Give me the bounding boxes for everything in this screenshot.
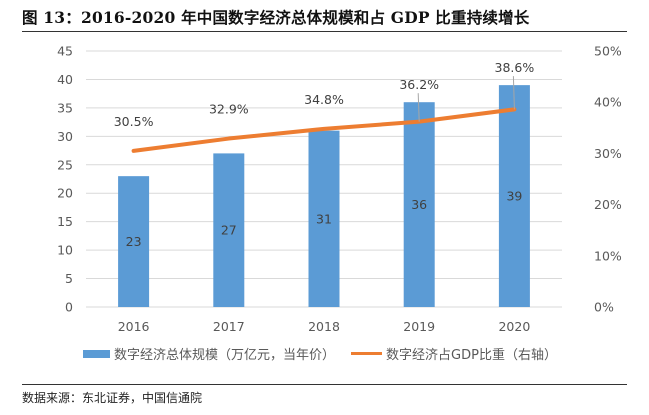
right-tick-label: 10% (594, 248, 622, 263)
top-divider (22, 31, 627, 32)
left-axis: 0 5 10 15 20 25 30 35 40 45 (57, 44, 73, 315)
left-tick-label: 40 (57, 72, 73, 87)
bar (498, 85, 530, 307)
bar (213, 153, 245, 307)
line-data-label: 34.8% (304, 92, 344, 107)
legend-bar-swatch (83, 349, 110, 358)
left-tick-label: 35 (57, 100, 73, 115)
right-tick-label: 50% (594, 44, 622, 59)
right-tick-label: 40% (594, 95, 622, 110)
legend-line-swatch (351, 352, 383, 355)
left-tick-label: 5 (65, 271, 73, 286)
left-tick-label: 25 (57, 157, 73, 172)
bar-series: 23 27 31 36 39 (118, 85, 530, 307)
right-axis: 0% 10% 20% 30% 40% 50% (594, 44, 622, 315)
leader-line (512, 76, 515, 110)
line-data-label: 36.2% (399, 77, 439, 92)
x-tick-label: 2018 (308, 319, 340, 334)
legend-line-label: 数字经济占GDP比重（右轴） (386, 348, 557, 363)
right-tick-label: 20% (594, 197, 622, 212)
left-tick-label: 20 (57, 186, 73, 201)
x-tick-label: 2017 (213, 319, 245, 334)
bar (118, 176, 150, 307)
leader-line (417, 93, 420, 122)
bar-data-label: 23 (126, 234, 142, 249)
legend: 数字经济总体规模（万亿元，当年价） 数字经济占GDP比重（右轴） (83, 344, 557, 363)
bar (403, 102, 435, 307)
line-data-label: 30.5% (114, 114, 154, 129)
bottom-divider (22, 384, 627, 385)
x-tick-label: 2020 (498, 319, 530, 334)
bar-data-label: 31 (316, 211, 332, 226)
line-path (131, 107, 517, 153)
legend-bar-label: 数字经济总体规模（万亿元，当年价） (114, 348, 336, 363)
source-note: 数据来源：东北证券，中国信通院 (22, 391, 203, 405)
figure-title: 图 13：2016-2020 年中国数字经济总体规模和占 GDP 比重持续增长 (22, 8, 530, 27)
line-data-label: 38.6% (495, 60, 535, 75)
left-tick-label: 10 (57, 243, 73, 258)
left-tick-label: 45 (57, 44, 73, 59)
x-tick-label: 2016 (118, 319, 150, 334)
x-axis: 2016 2017 2018 2019 2020 (118, 319, 531, 334)
left-tick-label: 0 (65, 300, 73, 315)
right-tick-label: 0% (594, 300, 614, 315)
x-tick-label: 2019 (403, 319, 435, 334)
bar-data-label: 39 (506, 189, 522, 204)
line-data-label: 32.9% (209, 102, 249, 117)
left-tick-label: 15 (57, 214, 73, 229)
left-tick-label: 30 (57, 129, 73, 144)
bar (308, 130, 340, 307)
bar-data-label: 27 (221, 223, 237, 238)
line-series: 30.5% 32.9% 34.8% 36.2% 38.6% (114, 60, 535, 153)
bar-data-label: 36 (411, 197, 427, 212)
right-tick-label: 30% (594, 146, 622, 161)
